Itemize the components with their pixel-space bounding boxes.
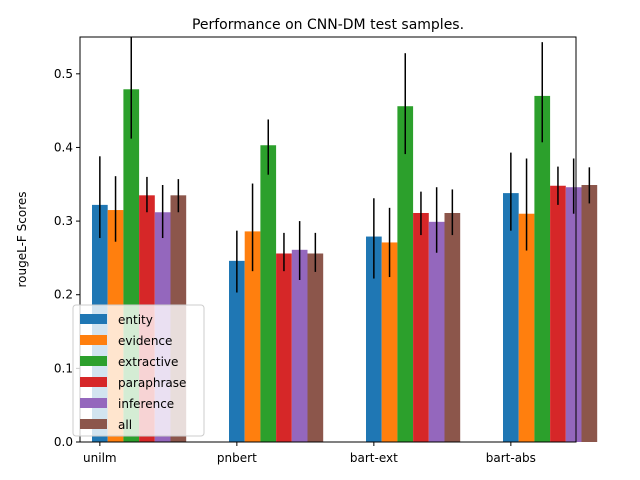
bar-entity-bart-ext <box>366 236 382 442</box>
y-tick-label: 0.5 <box>54 67 73 81</box>
error-bars-layer <box>99 37 591 293</box>
y-tick-label: 0.3 <box>54 214 73 228</box>
legend-label-all: all <box>118 418 132 432</box>
legend-swatch-inference <box>80 398 107 408</box>
legend: entity evidence extractive paraphrase infere… <box>72 304 205 437</box>
x-axis-ticks: unilm pnbert bart-ext bart-abs <box>83 442 536 465</box>
legend-swatch-all <box>80 419 107 429</box>
x-tick-label-bart-ext: bart-ext <box>350 451 398 465</box>
bar-inference-bart-abs <box>565 187 582 442</box>
bar-all-pnbert <box>307 253 324 442</box>
legend-label-inference: inference <box>118 397 174 411</box>
y-axis-label: rougeL-F Scores <box>15 192 29 288</box>
y-tick-label: 0.1 <box>54 361 73 375</box>
bar-extractive-pnbert <box>260 145 277 442</box>
x-tick-label-bart-abs: bart-abs <box>486 451 536 465</box>
chart-title: Performance on CNN-DM test samples. <box>192 17 464 33</box>
x-tick-label-unilm: unilm <box>83 451 117 465</box>
bar-entity-bart-abs <box>503 193 519 442</box>
y-tick-label: 0.4 <box>54 140 73 154</box>
bar-all-bart-ext <box>444 212 461 442</box>
legend-label-paraphrase: paraphrase <box>118 376 186 390</box>
bar-paraphrase-bart-abs <box>550 185 566 442</box>
x-tick-label-pnbert: pnbert <box>217 451 257 465</box>
y-tick-label: 0.0 <box>54 435 73 449</box>
bar-extractive-bart-ext <box>397 106 414 442</box>
bar-inference-bart-ext <box>428 221 445 442</box>
y-tick-label: 0.2 <box>54 288 73 302</box>
legend-swatch-extractive <box>80 356 107 366</box>
bar-extractive-bart-abs <box>534 95 551 442</box>
legend-label-extractive: extractive <box>118 355 178 369</box>
bar-evidence-bart-ext <box>381 242 398 442</box>
legend-swatch-evidence <box>80 335 107 345</box>
legend-label-entity: entity <box>118 313 153 327</box>
legend-swatch-paraphrase <box>80 377 107 387</box>
plot-frame <box>79 36 577 443</box>
bar-evidence-bart-abs <box>518 213 535 442</box>
bar-evidence-pnbert <box>244 231 261 442</box>
bar-inference-pnbert <box>291 249 308 442</box>
legend-swatch-entity <box>80 314 107 324</box>
bar-all-bart-abs <box>581 185 598 442</box>
bar-paraphrase-bart-ext <box>413 212 429 442</box>
bar-paraphrase-pnbert <box>276 253 292 442</box>
bar-entity-pnbert <box>229 260 245 442</box>
axes-layer <box>79 36 577 443</box>
legend-label-evidence: evidence <box>118 334 172 348</box>
